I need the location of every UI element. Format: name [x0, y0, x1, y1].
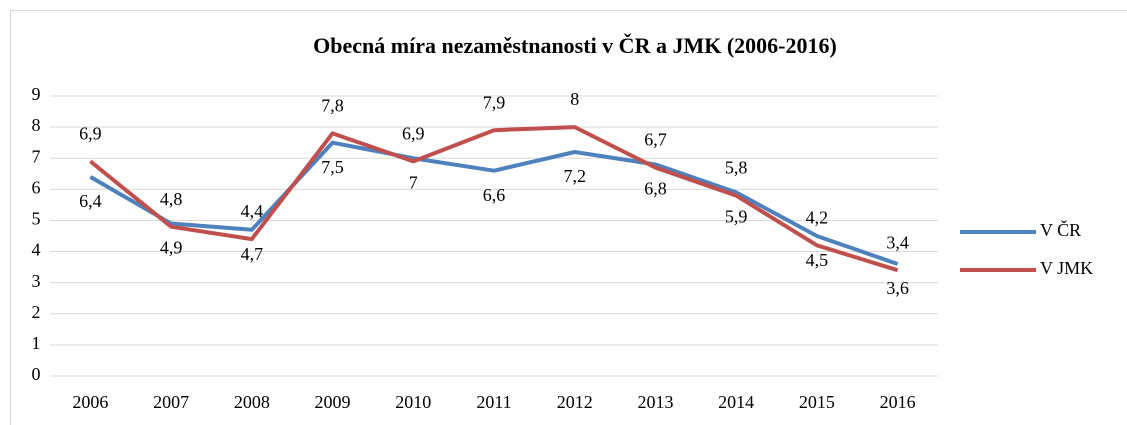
data-label: 8	[570, 89, 579, 109]
data-label: 7	[409, 172, 418, 192]
x-tick-label: 2015	[799, 392, 835, 412]
data-label: 6,9	[402, 123, 425, 143]
data-label: 7,8	[321, 95, 344, 115]
y-tick-label: 7	[32, 146, 41, 166]
data-label: 7,5	[321, 157, 344, 177]
x-tick-label: 2016	[880, 392, 916, 412]
y-tick-label: 2	[32, 302, 41, 322]
chart-frame	[10, 10, 1127, 425]
x-tick-label: 2014	[718, 392, 754, 412]
y-tick-label: 5	[32, 209, 41, 229]
y-tick-label: 0	[32, 364, 41, 384]
legend-label: V ČR	[1040, 219, 1081, 240]
data-label: 5,8	[725, 158, 748, 178]
data-label: 6,8	[644, 179, 667, 199]
x-tick-label: 2011	[476, 392, 511, 412]
y-tick-label: 4	[32, 240, 41, 260]
data-label: 4,9	[160, 238, 183, 258]
x-tick-label: 2008	[234, 392, 270, 412]
x-tick-label: 2012	[557, 392, 593, 412]
data-label: 3,4	[886, 232, 909, 252]
data-label: 6,7	[644, 130, 667, 150]
x-tick-label: 2007	[153, 392, 189, 412]
series-line	[89, 140, 899, 266]
y-tick-label: 8	[32, 115, 41, 135]
data-label: 3,6	[886, 278, 909, 298]
data-label: 7,2	[563, 166, 586, 186]
data-label: 4,8	[160, 189, 183, 209]
data-label: 5,9	[725, 207, 748, 227]
y-tick-label: 6	[32, 177, 41, 197]
data-label: 4,7	[241, 244, 264, 264]
x-tick-label: 2006	[72, 392, 108, 412]
data-label: 7,9	[483, 92, 506, 112]
data-label: 6,4	[79, 191, 102, 211]
chart-title: Obecná míra nezaměstnanosti v ČR a JMK (…	[313, 33, 837, 58]
x-tick-label: 2009	[315, 392, 351, 412]
data-label: 6,9	[79, 123, 102, 143]
data-label: 4,4	[241, 201, 264, 221]
x-tick-label: 2010	[395, 392, 431, 412]
data-label: 4,5	[806, 250, 829, 270]
y-tick-label: 3	[32, 271, 41, 291]
y-tick-label: 1	[32, 333, 41, 353]
data-label: 4,2	[806, 207, 829, 227]
y-tick-label: 9	[32, 84, 41, 104]
data-label: 6,6	[483, 185, 506, 205]
x-tick-label: 2013	[637, 392, 673, 412]
series-line	[89, 125, 899, 273]
legend-label: V JMK	[1040, 258, 1093, 278]
